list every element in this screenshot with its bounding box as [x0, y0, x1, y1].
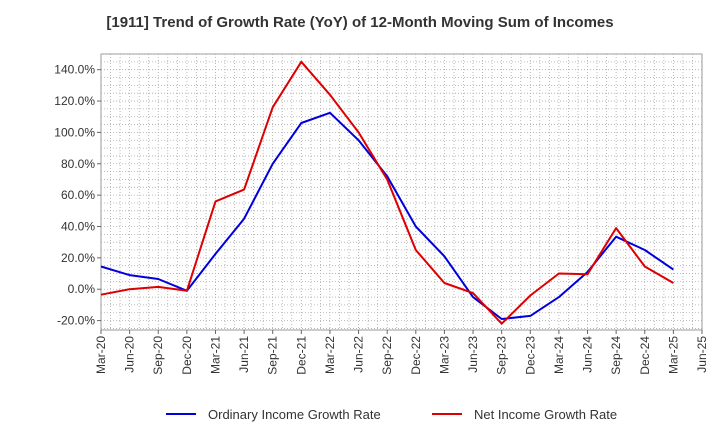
series-lines — [100, 60, 674, 325]
grid-lines — [101, 53, 702, 330]
x-tick-label: Mar-23 — [437, 336, 451, 374]
y-tick-label: 60.0% — [61, 188, 95, 202]
x-tick-label: Dec-24 — [638, 336, 652, 375]
x-tick-label: Sep-24 — [609, 336, 623, 375]
x-axis: Mar-20 Jun-20 Sep-20 Dec-20 Mar-21 Jun-21 Sep-… — [94, 330, 709, 375]
x-tick-label: Dec-21 — [294, 336, 308, 375]
series-line-1 — [100, 111, 674, 320]
y-tick-label: 20.0% — [61, 251, 95, 265]
x-tick-label: Mar-21 — [208, 336, 222, 374]
legend-label: Ordinary Income Growth Rate — [208, 407, 381, 422]
x-tick-label: Jun-25 — [695, 336, 709, 373]
y-tick-label: 80.0% — [61, 157, 95, 171]
x-tick-label: Dec-22 — [409, 336, 423, 375]
y-tick-label: 40.0% — [61, 220, 95, 234]
x-tick-label: Jun-22 — [352, 336, 366, 373]
x-tick-label: Jun-21 — [237, 336, 251, 373]
x-tick-label: Jun-24 — [581, 336, 595, 373]
y-tick-label: 0.0% — [68, 282, 96, 296]
x-tick-label: Mar-20 — [94, 336, 108, 374]
legend: Ordinary Income Growth Rate Net Income Gr… — [166, 407, 617, 422]
x-tick-label: Jun-23 — [466, 336, 480, 373]
x-tick-label: Sep-20 — [151, 336, 165, 375]
y-tick-label: -20.0% — [57, 314, 95, 328]
x-tick-label: Sep-21 — [266, 336, 280, 375]
series-line-2 — [100, 60, 674, 325]
x-tick-label: Jun-20 — [123, 336, 137, 373]
plot-area — [100, 53, 703, 331]
y-tick-label: 100.0% — [54, 125, 95, 139]
x-tick-label: Mar-24 — [552, 336, 566, 374]
y-axis: -20.0% 0.0% 20.0% 40.0% 60.0% 80.0% 100.0% 120.… — [54, 63, 101, 328]
chart-title: [1911] Trend of Growth Rate (YoY) of 12-… — [106, 14, 614, 31]
y-tick-label: 140.0% — [54, 63, 95, 77]
legend-label: Net Income Growth Rate — [474, 407, 617, 422]
x-tick-label: Mar-22 — [323, 336, 337, 374]
x-tick-label: Dec-23 — [523, 336, 537, 375]
x-tick-label: Sep-22 — [380, 336, 394, 375]
x-tick-label: Sep-23 — [495, 336, 509, 375]
x-tick-label: Mar-25 — [666, 336, 680, 374]
y-tick-label: 120.0% — [54, 94, 95, 108]
x-tick-label: Dec-20 — [180, 336, 194, 375]
